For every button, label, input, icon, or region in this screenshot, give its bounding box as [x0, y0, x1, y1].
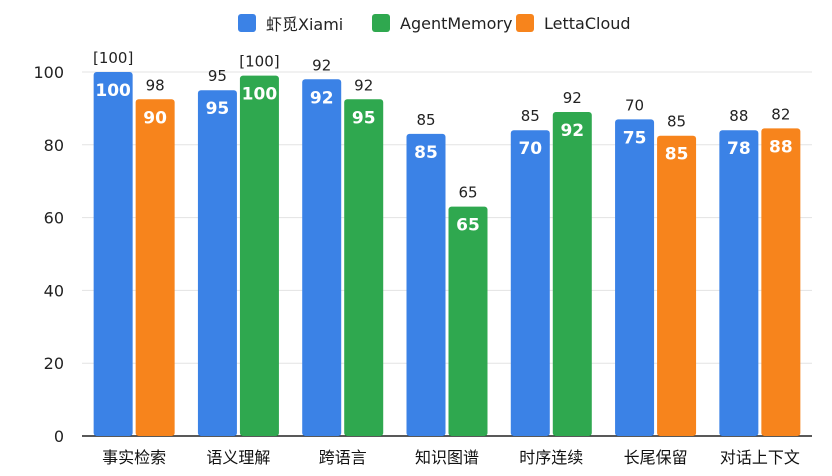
y-tick-label: 60 — [44, 209, 64, 228]
bar-inner-label: 92 — [310, 88, 334, 108]
bar-inner-label: 75 — [623, 128, 647, 148]
bar-inner-label: 95 — [352, 108, 376, 128]
bar-top-label: [100] — [239, 53, 279, 71]
x-tick-label: 跨语言 — [319, 448, 367, 467]
legend-item-xiami: 虾觅Xiami — [238, 8, 343, 38]
bar — [239, 75, 279, 436]
bar-inner-label: 65 — [456, 216, 480, 236]
bar — [761, 128, 801, 437]
x-tick-label: 长尾保留 — [624, 448, 688, 467]
bar-top-label: 92 — [312, 56, 331, 74]
y-tick-label: 100 — [33, 63, 64, 82]
bar-top-label: 92 — [563, 89, 582, 107]
legend-item-agentmemory: AgentMemory — [372, 8, 512, 38]
bar-inner-label: 78 — [727, 139, 751, 159]
bar — [344, 99, 384, 437]
legend: 虾觅Xiami AgentMemory LettaCloud — [0, 8, 832, 38]
legend-label-xiami: 虾觅Xiami — [266, 15, 344, 34]
bar-inner-label: 100 — [242, 85, 278, 105]
x-tick-label: 事实检索 — [102, 448, 166, 467]
x-tick-label: 知识图谱 — [415, 448, 479, 467]
bar — [302, 79, 342, 436]
bar-top-label: [100] — [93, 49, 133, 67]
legend-swatch-lettacloud — [516, 14, 534, 32]
y-tick-label: 0 — [54, 427, 64, 446]
bar-inner-label: 85 — [665, 145, 689, 165]
bar-inner-label: 85 — [414, 143, 438, 163]
bar-top-label: 70 — [625, 96, 644, 114]
y-tick-label: 80 — [44, 136, 64, 155]
legend-label-agentmemory: AgentMemory — [400, 13, 513, 33]
legend-item-lettacloud: LettaCloud — [516, 8, 631, 38]
bar — [93, 72, 133, 436]
bar — [135, 99, 175, 437]
bar-inner-label: 95 — [206, 99, 230, 119]
bar-inner-label: 100 — [95, 81, 131, 101]
bar-inner-label: 88 — [769, 137, 793, 157]
bar-inner-label: 70 — [518, 139, 542, 159]
bar — [552, 112, 592, 436]
bar-top-label: 92 — [354, 76, 373, 94]
legend-swatch-agentmemory — [372, 14, 390, 32]
bar — [448, 206, 488, 436]
y-tick-label: 20 — [44, 354, 64, 373]
bar-top-label: 88 — [729, 107, 748, 125]
bar-top-label: 85 — [667, 113, 686, 131]
bar-top-label: 65 — [458, 184, 477, 202]
x-tick-label: 对话上下文 — [720, 448, 800, 467]
bar — [406, 133, 446, 436]
bar-top-label: 98 — [146, 76, 165, 94]
bar-top-label: 95 — [208, 67, 227, 85]
bar-top-label: 85 — [416, 111, 435, 129]
bar-top-label: 82 — [771, 105, 790, 123]
bar — [510, 130, 550, 437]
x-tick-label: 语义理解 — [206, 448, 270, 467]
bar-top-label: 85 — [521, 107, 540, 125]
y-tick-label: 40 — [44, 281, 64, 300]
x-tick-label: 时序连续 — [519, 448, 583, 467]
bar-inner-label: 92 — [560, 121, 584, 141]
legend-label-lettacloud: LettaCloud — [544, 13, 631, 33]
bar — [615, 119, 655, 436]
legend-swatch-xiami — [238, 14, 256, 32]
bar — [657, 135, 697, 436]
bar — [719, 130, 759, 437]
bar-inner-label: 90 — [143, 108, 167, 128]
bar — [197, 90, 237, 436]
